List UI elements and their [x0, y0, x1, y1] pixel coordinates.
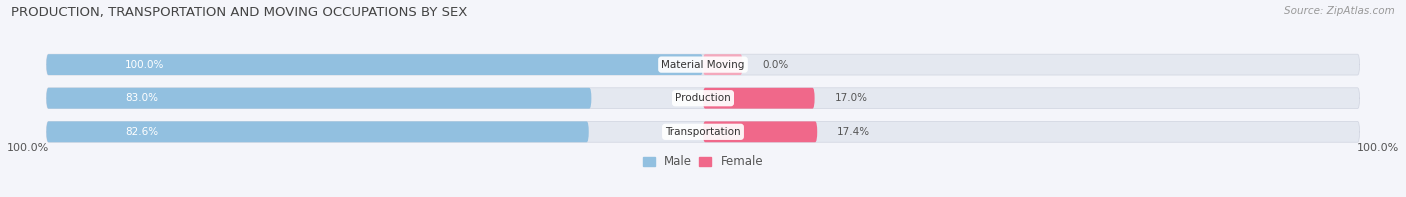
FancyBboxPatch shape	[46, 121, 589, 142]
Text: Material Moving: Material Moving	[661, 60, 745, 70]
FancyBboxPatch shape	[703, 88, 814, 109]
Text: 17.4%: 17.4%	[837, 127, 870, 137]
Text: 100.0%: 100.0%	[1357, 143, 1399, 153]
FancyBboxPatch shape	[46, 88, 1360, 109]
FancyBboxPatch shape	[46, 121, 1360, 142]
FancyBboxPatch shape	[46, 54, 703, 75]
FancyBboxPatch shape	[46, 54, 1360, 75]
Text: 82.6%: 82.6%	[125, 127, 159, 137]
Text: Production: Production	[675, 93, 731, 103]
Text: 100.0%: 100.0%	[125, 60, 165, 70]
Text: 0.0%: 0.0%	[762, 60, 789, 70]
Text: Source: ZipAtlas.com: Source: ZipAtlas.com	[1284, 6, 1395, 16]
Text: 83.0%: 83.0%	[125, 93, 159, 103]
FancyBboxPatch shape	[46, 88, 592, 109]
Text: 100.0%: 100.0%	[7, 143, 49, 153]
Text: Transportation: Transportation	[665, 127, 741, 137]
Text: 17.0%: 17.0%	[834, 93, 868, 103]
Text: PRODUCTION, TRANSPORTATION AND MOVING OCCUPATIONS BY SEX: PRODUCTION, TRANSPORTATION AND MOVING OC…	[11, 6, 468, 19]
FancyBboxPatch shape	[703, 54, 742, 75]
Legend: Male, Female: Male, Female	[643, 155, 763, 168]
FancyBboxPatch shape	[703, 121, 817, 142]
